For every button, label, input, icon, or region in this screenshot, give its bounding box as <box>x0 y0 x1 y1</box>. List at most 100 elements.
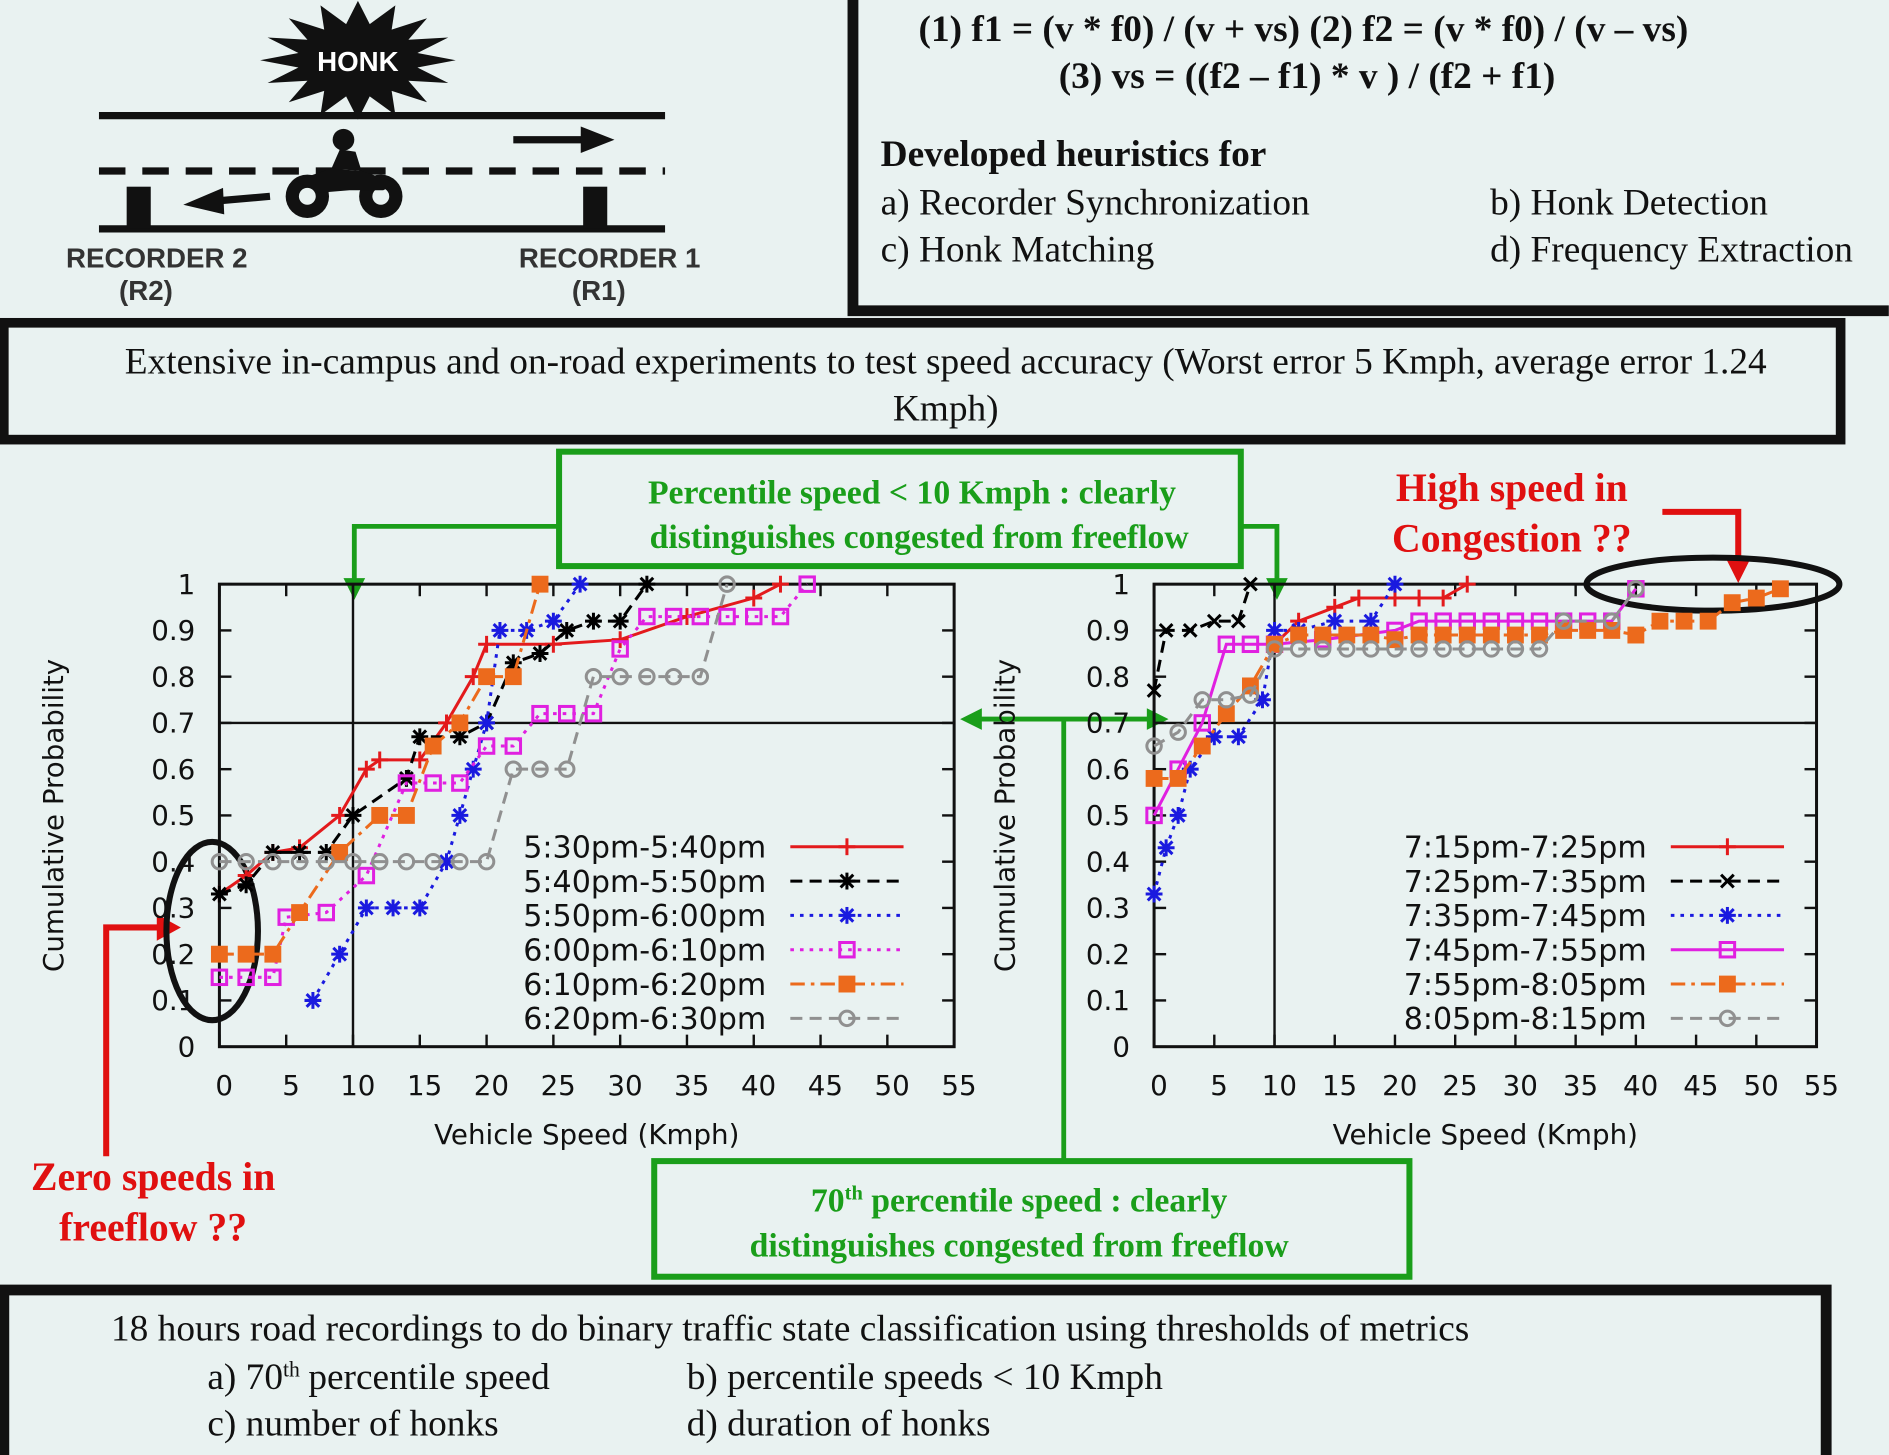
x-tick-label: 30 <box>607 1069 642 1102</box>
x-tick-label: 55 <box>941 1069 976 1102</box>
y-axis-label: Cumulative Probability <box>37 659 70 972</box>
marker-shape <box>1579 622 1596 639</box>
marker <box>505 668 522 685</box>
marker-shape <box>1627 627 1644 644</box>
marker-shape <box>1194 738 1211 755</box>
y-axis-label: Cumulative Probability <box>988 659 1021 972</box>
callout-text: 70thpercentile speed : clearly <box>811 1183 1228 1220</box>
marker <box>291 904 308 921</box>
marker <box>1579 622 1596 639</box>
x-tick-label: 5 <box>282 1069 300 1102</box>
marker <box>411 899 428 916</box>
legend-label: 7:55pm-8:05pm <box>1404 968 1647 1003</box>
marker <box>532 576 549 593</box>
marker <box>371 807 388 824</box>
y-tick-label: 0 <box>1112 1030 1130 1063</box>
experiments-text: Extensive in-campus and on-road experime… <box>125 341 1767 382</box>
marker <box>1719 907 1736 924</box>
y-tick-label: 0.9 <box>1086 614 1130 647</box>
marker <box>1387 576 1404 593</box>
x-tick-label: 45 <box>1683 1069 1718 1102</box>
marker <box>264 946 281 963</box>
callout-number: 70 <box>811 1183 845 1220</box>
marker <box>385 899 402 916</box>
marker <box>839 873 856 890</box>
y-tick-label: 0.5 <box>1086 799 1130 832</box>
y-tick-label: 0.4 <box>1086 845 1130 878</box>
legend-label: 5:30pm-5:40pm <box>523 831 766 866</box>
marker <box>1146 770 1163 787</box>
marker <box>545 613 562 630</box>
marker-shape <box>1772 580 1789 597</box>
marker <box>238 946 255 963</box>
x-tick-label: 25 <box>541 1069 576 1102</box>
heuristic-item: c) Honk Matching <box>881 229 1155 270</box>
y-tick-label: 0 <box>178 1030 196 1063</box>
legend-label: 5:40pm-5:50pm <box>523 865 766 900</box>
marker-shape <box>1170 770 1187 787</box>
item-text: percentile speed <box>308 1357 550 1398</box>
marker <box>238 876 255 893</box>
marker-shape <box>1724 594 1741 611</box>
marker <box>492 622 509 639</box>
marker <box>558 622 575 639</box>
marker <box>1700 613 1717 630</box>
marker <box>532 645 549 662</box>
x-tick-label: 20 <box>474 1069 509 1102</box>
equation: (3) vs = ((f2 – f1) * v ) / (f2 + f1) <box>1059 56 1556 97</box>
classification-item: a) 70thpercentile speed <box>207 1357 550 1398</box>
marker <box>1724 594 1741 611</box>
classification-intro: 18 hours road recordings to do binary tr… <box>111 1309 1469 1350</box>
wheel-hub <box>372 188 389 205</box>
x-tick-label: 0 <box>1150 1069 1168 1102</box>
marker-shape <box>1700 613 1717 630</box>
y-tick-label: 0.9 <box>151 614 195 647</box>
y-tick-label: 0.2 <box>151 938 195 971</box>
item-sup: th <box>283 1358 300 1382</box>
marker <box>1652 613 1669 630</box>
y-tick-label: 0.1 <box>151 984 195 1017</box>
marker <box>478 668 495 685</box>
marker <box>345 807 362 824</box>
marker <box>1627 627 1644 644</box>
marker <box>331 946 348 963</box>
y-tick-label: 0.2 <box>1086 938 1130 971</box>
x-tick-label: 40 <box>741 1069 776 1102</box>
legend-label: 7:25pm-7:35pm <box>1404 865 1647 900</box>
marker-shape <box>425 738 442 755</box>
y-tick-label: 0.1 <box>1086 984 1130 1017</box>
legend-label: 7:35pm-7:45pm <box>1404 899 1647 934</box>
x-tick-label: 5 <box>1210 1069 1228 1102</box>
honk-label: HONK <box>317 46 399 77</box>
legend-label: 7:15pm-7:25pm <box>1404 831 1647 866</box>
legend-label: 8:05pm-8:15pm <box>1404 1002 1647 1037</box>
classification-item: d) duration of honks <box>687 1404 991 1445</box>
recorder-label: (R2) <box>119 275 173 306</box>
marker <box>358 899 375 916</box>
marker-shape <box>1146 770 1163 787</box>
legend-label: 6:00pm-6:10pm <box>523 934 766 969</box>
x-tick-label: 25 <box>1442 1069 1477 1102</box>
classification-item: c) number of honks <box>207 1404 498 1445</box>
x-tick-label: 0 <box>215 1069 233 1102</box>
marker <box>1146 886 1163 903</box>
marker-shape <box>371 807 388 824</box>
poster: HONK RECORDER 2 (R2) RECORDER 1 (R1) (1)… <box>0 0 1889 1455</box>
marker-shape <box>1748 590 1765 607</box>
marker <box>1676 613 1693 630</box>
marker <box>398 807 415 824</box>
heuristic-item: b) Honk Detection <box>1490 182 1768 223</box>
x-tick-label: 50 <box>1744 1069 1779 1102</box>
marker <box>1230 728 1247 745</box>
heuristic-item: a) Recorder Synchronization <box>881 182 1310 223</box>
x-axis-label: Vehicle Speed (Kmph) <box>1333 1118 1638 1151</box>
y-tick-label: 0.8 <box>151 660 195 693</box>
marker <box>1748 590 1765 607</box>
marker <box>1158 839 1175 856</box>
red-callout: High speed in <box>1396 466 1628 510</box>
recorder-label: RECORDER 2 <box>66 242 248 273</box>
y-tick-label: 0.5 <box>151 799 195 832</box>
y-tick-label: 0.3 <box>1086 892 1130 925</box>
heuristics-title: Developed heuristics for <box>881 134 1267 175</box>
y-tick-label: 0.8 <box>1086 660 1130 693</box>
